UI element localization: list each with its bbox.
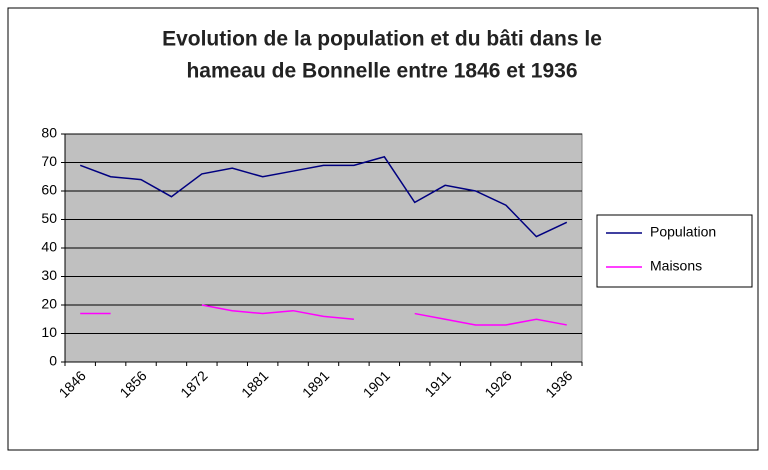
y-tick-label: 40 <box>41 239 57 255</box>
chart-title: Evolution de la population et du bâti da… <box>162 28 602 51</box>
y-tick-label: 10 <box>41 324 57 340</box>
series-line <box>80 304 567 326</box>
chart-title: hameau de Bonnelle entre 1846 et 1936 <box>186 60 577 83</box>
y-tick-label: 70 <box>41 153 57 169</box>
legend-label: Population <box>650 224 716 240</box>
y-tick-label: 20 <box>41 296 57 312</box>
y-tick-label: 50 <box>41 210 57 226</box>
legend-box <box>596 214 753 288</box>
y-tick-label: 80 <box>41 125 57 141</box>
y-tick-label: 60 <box>41 182 57 198</box>
legend-label: Maisons <box>650 258 702 274</box>
y-tick-label: 30 <box>41 267 57 283</box>
y-tick-label: 0 <box>49 353 57 369</box>
series-line <box>79 155 568 238</box>
